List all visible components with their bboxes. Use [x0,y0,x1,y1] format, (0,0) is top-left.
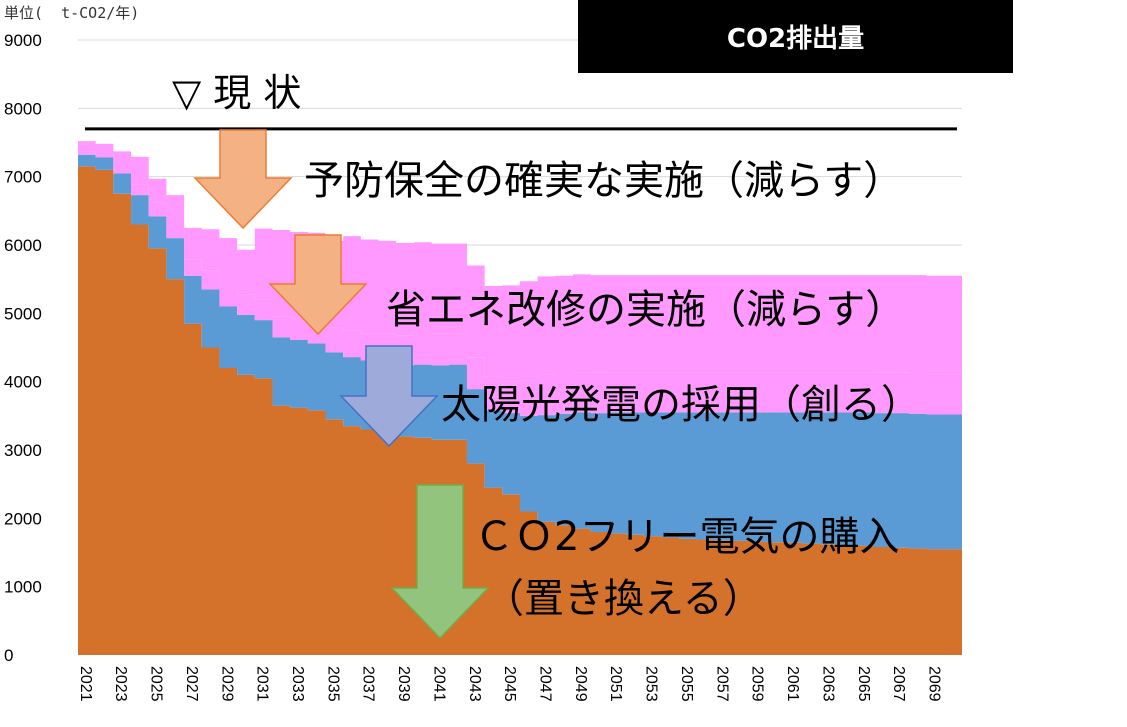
x-tick-label: 2057 [713,666,730,702]
x-tick-label: 2023 [112,666,129,702]
x-tick-label: 2053 [643,666,660,702]
energy-retrofit-label: 省エネ改修の実施（減らす） [386,287,906,333]
arrow-purchase-icon [390,484,490,640]
preventive-maintenance-label: 予防保全の確実な実施（減らす） [304,158,904,204]
y-tick-label: 5000 [4,304,42,323]
x-tick-label: 2041 [430,666,447,702]
arrow-energy-icon [268,234,368,336]
x-tick-label: 2043 [466,666,483,702]
x-tick-label: 2025 [148,666,165,702]
x-tick-label: 2047 [537,666,554,702]
y-tick-label: 0 [4,646,13,665]
y-tick-label: 6000 [4,236,42,255]
chart-title: CO2排出量 [578,0,1013,73]
co2-free-purchase-label: ＣＯ2フリー電気の購入 [474,514,900,560]
solar-adoption-label: 太陽光発電の採用（創る） [441,382,921,428]
x-tick-label: 2059 [749,666,766,702]
y-tick-label: 8000 [4,99,42,118]
y-tick-label: 2000 [4,509,42,528]
area-base [78,166,962,655]
area-solar [78,154,962,550]
replacement-label: （置き換える） [484,576,763,622]
y-tick-label: 7000 [4,168,42,187]
x-tick-label: 2027 [183,666,200,702]
x-tick-label: 2061 [784,666,801,702]
stacked-areas [78,141,962,655]
x-tick-label: 2069 [925,666,942,702]
y-axis-ticks: 0 1000 2000 3000 4000 5000 6000 7000 8000 9000 [4,31,42,665]
x-tick-label: 2037 [360,666,377,702]
x-tick-label: 2063 [819,666,836,702]
x-tick-label: 2067 [890,666,907,702]
y-tick-label: 1000 [4,578,42,597]
x-tick-label: 2021 [77,666,94,702]
x-axis-ticks: 2021 2023 2025 2027 2029 2031 2033 2035 2037 2039… [77,666,943,702]
arrow-solar-icon [339,345,439,448]
x-tick-label: 2035 [324,666,341,702]
x-tick-label: 2045 [501,666,518,702]
x-tick-label: 2065 [855,666,872,702]
x-tick-label: 2039 [395,666,412,702]
arrows [193,129,490,640]
x-tick-label: 2051 [607,666,624,702]
x-tick-label: 2055 [678,666,695,702]
area-energy [78,151,962,416]
area-preventive [78,141,962,378]
current-status-label: ▽ 現 状 [172,71,302,115]
arrow-preventive-icon [193,129,293,230]
y-tick-label: 9000 [4,31,42,50]
unit-label: 単位( t-CO2/年) [4,4,140,22]
x-tick-label: 2029 [218,666,235,702]
x-tick-label: 2049 [572,666,589,702]
y-tick-label: 3000 [4,441,42,460]
x-tick-label: 2031 [254,666,271,702]
y-tick-label: 4000 [4,373,42,392]
x-tick-label: 2033 [289,666,306,702]
